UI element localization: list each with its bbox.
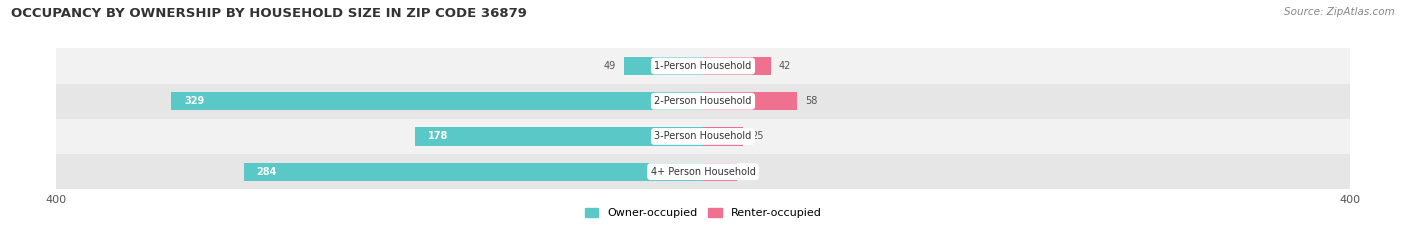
Text: 3-Person Household: 3-Person Household — [654, 131, 752, 141]
Bar — [415, 127, 703, 146]
Bar — [56, 48, 1350, 84]
Text: 4+ Person Household: 4+ Person Household — [651, 167, 755, 177]
Bar — [703, 92, 797, 110]
Text: 178: 178 — [429, 131, 449, 141]
Text: 25: 25 — [751, 131, 763, 141]
Bar — [703, 57, 770, 75]
Bar — [56, 84, 1350, 119]
Text: 21: 21 — [745, 167, 758, 177]
Bar — [56, 154, 1350, 189]
Bar — [703, 163, 737, 181]
Text: OCCUPANCY BY OWNERSHIP BY HOUSEHOLD SIZE IN ZIP CODE 36879: OCCUPANCY BY OWNERSHIP BY HOUSEHOLD SIZE… — [11, 7, 527, 20]
Bar — [703, 127, 744, 146]
Text: Source: ZipAtlas.com: Source: ZipAtlas.com — [1284, 7, 1395, 17]
Text: 284: 284 — [257, 167, 277, 177]
Text: 1-Person Household: 1-Person Household — [654, 61, 752, 71]
Text: 58: 58 — [804, 96, 817, 106]
Text: 2-Person Household: 2-Person Household — [654, 96, 752, 106]
Bar — [56, 119, 1350, 154]
Legend: Owner-occupied, Renter-occupied: Owner-occupied, Renter-occupied — [581, 203, 825, 223]
Text: 42: 42 — [779, 61, 792, 71]
Text: 49: 49 — [603, 61, 616, 71]
Bar — [243, 163, 703, 181]
Text: 329: 329 — [184, 96, 204, 106]
Bar — [172, 92, 703, 110]
Bar — [624, 57, 703, 75]
